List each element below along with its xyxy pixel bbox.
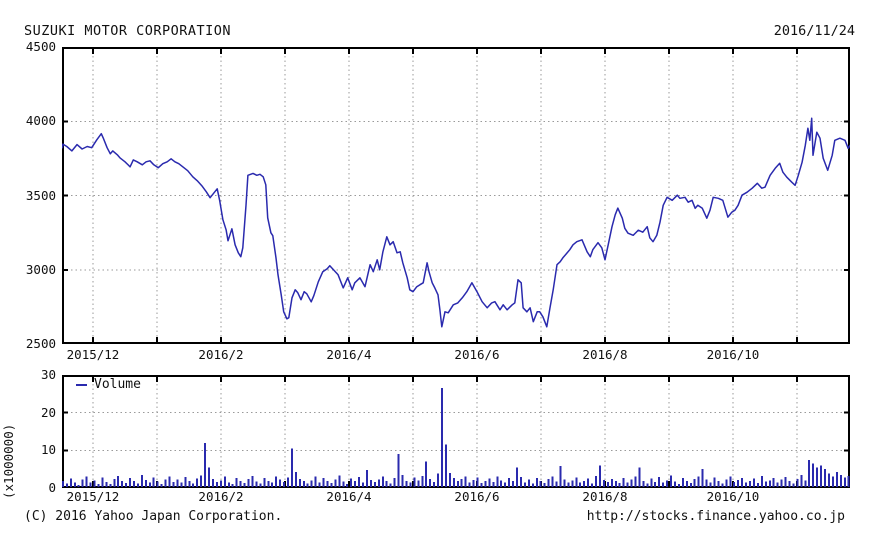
volume-x-tick-label: 2016/4 bbox=[326, 489, 372, 504]
volume-x-tick-label: 2016/2 bbox=[198, 489, 244, 504]
price-y-tick-label: 4500 bbox=[25, 39, 56, 54]
volume-y-tick-label: 20 bbox=[40, 404, 56, 420]
volume-x-tick-label: 2015/12 bbox=[66, 489, 120, 504]
price-y-tick-label: 3500 bbox=[25, 187, 56, 203]
volume-y-tick-label: 30 bbox=[40, 367, 56, 382]
footer-copyright: (C) 2016 Yahoo Japan Corporation. bbox=[24, 509, 283, 524]
footer-url: http://stocks.finance.yahoo.co.jp bbox=[586, 509, 845, 524]
price-chart-plot bbox=[62, 47, 850, 344]
price-x-tick-label: 2016/6 bbox=[454, 347, 500, 362]
volume-legend-line-icon bbox=[76, 383, 87, 386]
volume-legend-label: Volume bbox=[94, 377, 141, 392]
price-x-tick-label: 2016/10 bbox=[706, 347, 760, 362]
price-x-tick-label: 2016/8 bbox=[582, 347, 628, 362]
price-x-tick-label: 2016/4 bbox=[326, 347, 372, 362]
volume-legend: Volume bbox=[76, 377, 141, 392]
chart-title: SUZUKI MOTOR CORPORATION bbox=[24, 23, 232, 39]
as-of-date: 2016/11/24 bbox=[773, 23, 855, 39]
price-y-tick-label: 3000 bbox=[25, 261, 56, 277]
price-y-tick-label: 2500 bbox=[25, 336, 56, 351]
volume-x-tick-label: 2016/10 bbox=[706, 489, 760, 504]
volume-x-tick-label: 2016/6 bbox=[454, 489, 500, 504]
volume-y-tick-label: 10 bbox=[40, 442, 56, 458]
volume-y-tick-label: 0 bbox=[48, 480, 56, 495]
price-x-tick-label: 2016/2 bbox=[198, 347, 244, 362]
volume-x-tick-label: 2016/8 bbox=[582, 489, 628, 504]
price-x-tick-label: 2015/12 bbox=[66, 347, 120, 362]
volume-chart-plot bbox=[62, 375, 850, 488]
price-y-tick-label: 4000 bbox=[25, 113, 56, 129]
